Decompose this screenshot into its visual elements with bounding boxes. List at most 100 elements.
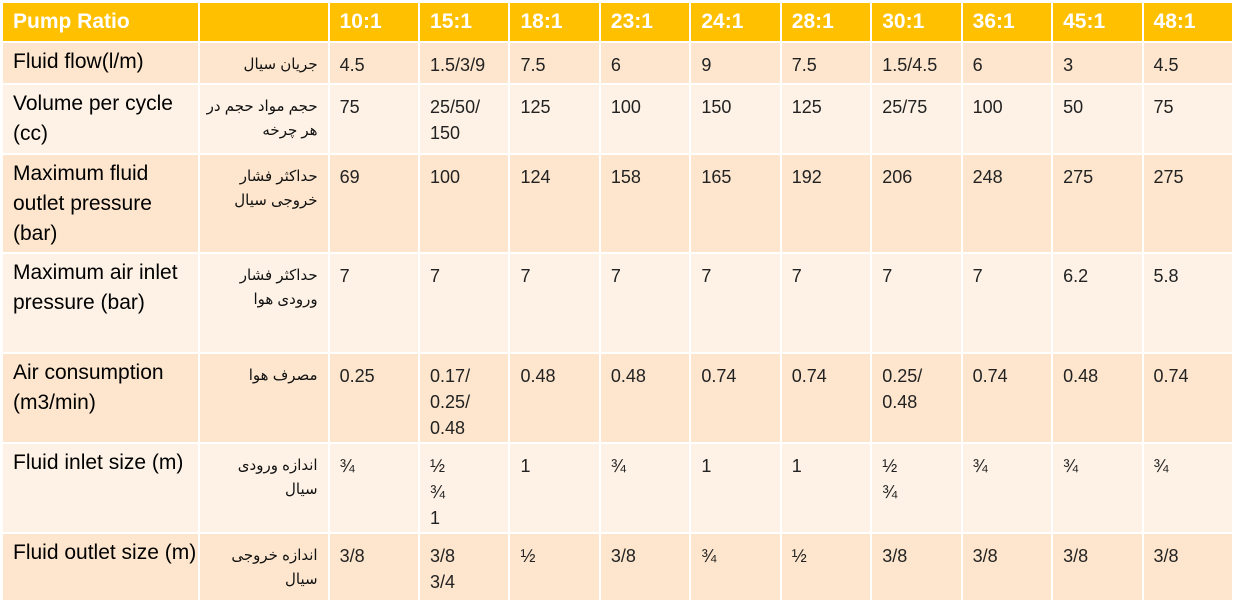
table-cell: ¾ bbox=[600, 444, 690, 532]
row-label-persian: اندازه خروجی سیال bbox=[199, 534, 328, 600]
row-label: Air consumption (m3/min) bbox=[3, 354, 198, 442]
row-label-persian: حداکثر فشار خروجی سیال bbox=[199, 155, 328, 252]
table-row: Fluid outlet size (m) اندازه خروجی سیال … bbox=[3, 534, 1232, 600]
table-cell: 0.74 bbox=[781, 354, 871, 442]
table-cell: 1 bbox=[510, 444, 599, 532]
table-cell: 0.25/ 0.48 bbox=[872, 354, 961, 442]
table-cell: 7 bbox=[781, 254, 871, 352]
ratio-header: 45:1 bbox=[1053, 3, 1142, 41]
row-label: Maximum air inlet pressure (bar) bbox=[3, 254, 198, 352]
table-cell: 7 bbox=[872, 254, 961, 352]
ratio-header: 30:1 bbox=[872, 3, 961, 41]
table-row: Fluid inlet size (m) اندازه ورودی سیال ¾… bbox=[3, 444, 1232, 532]
table-cell: 7.5 bbox=[510, 43, 599, 83]
table-cell: 3/8 bbox=[1143, 534, 1232, 600]
table-cell: ½ bbox=[781, 534, 871, 600]
table-cell: 9 bbox=[691, 43, 780, 83]
table-cell: 25/50/ 150 bbox=[420, 85, 509, 153]
table-cell: 100 bbox=[962, 85, 1052, 153]
table-cell: 3/8 3/4 bbox=[420, 534, 509, 600]
table-cell: 1.5/4.5 bbox=[872, 43, 961, 83]
table-cell: 7 bbox=[420, 254, 509, 352]
row-label-persian: جریان سیال bbox=[199, 43, 328, 83]
table-cell: 158 bbox=[600, 155, 690, 252]
table-cell: 3/8 bbox=[600, 534, 690, 600]
table-cell: ½ ¾ 1 bbox=[420, 444, 509, 532]
table-cell: 150 bbox=[691, 85, 780, 153]
table-cell: ¾ bbox=[329, 444, 419, 532]
table-cell: ¾ bbox=[1143, 444, 1232, 532]
ratio-header: 23:1 bbox=[600, 3, 690, 41]
table-cell: 6 bbox=[962, 43, 1052, 83]
table-cell: 4.5 bbox=[1143, 43, 1232, 83]
table-cell: 75 bbox=[329, 85, 419, 153]
table-cell: 0.48 bbox=[1053, 354, 1142, 442]
ratio-header: 24:1 bbox=[691, 3, 780, 41]
header-title: Pump Ratio bbox=[3, 3, 198, 41]
table-cell: 3/8 bbox=[872, 534, 961, 600]
table-cell: 7 bbox=[510, 254, 599, 352]
table-cell: ½ bbox=[510, 534, 599, 600]
table-cell: ¾ bbox=[962, 444, 1052, 532]
table-cell: 0.48 bbox=[510, 354, 599, 442]
table-cell: 1.5/3/9 bbox=[420, 43, 509, 83]
row-label: Fluid outlet size (m) bbox=[3, 534, 198, 600]
table-row: Fluid flow(l/m) جریان سیال 4.5 1.5/3/9 7… bbox=[3, 43, 1232, 83]
ratio-header: 28:1 bbox=[781, 3, 871, 41]
table-cell: 100 bbox=[420, 155, 509, 252]
ratio-header: 15:1 bbox=[420, 3, 509, 41]
table-cell: 7 bbox=[329, 254, 419, 352]
table-cell: 3/8 bbox=[1053, 534, 1142, 600]
table-cell: 1 bbox=[691, 444, 780, 532]
table-cell: 1 bbox=[781, 444, 871, 532]
table-cell: 6.2 bbox=[1053, 254, 1142, 352]
row-label-persian: حجم مواد حجم در هر چرخه bbox=[199, 85, 328, 153]
table-cell: 5.8 bbox=[1143, 254, 1232, 352]
table-cell: 0.17/ 0.25/ 0.48 bbox=[420, 354, 509, 442]
table-cell: 275 bbox=[1143, 155, 1232, 252]
table-cell: 192 bbox=[781, 155, 871, 252]
table-cell: 7 bbox=[962, 254, 1052, 352]
table-cell: 0.74 bbox=[1143, 354, 1232, 442]
table-row: Maximum fluid outlet pressure (bar) حداک… bbox=[3, 155, 1232, 252]
row-label-persian: مصرف هوا bbox=[199, 354, 328, 442]
table-cell: 165 bbox=[691, 155, 780, 252]
table-row: Air consumption (m3/min) مصرف هوا 0.25 0… bbox=[3, 354, 1232, 442]
table-cell: 7 bbox=[691, 254, 780, 352]
table-cell: 25/75 bbox=[872, 85, 961, 153]
row-label: Volume per cycle (cc) bbox=[3, 85, 198, 153]
row-label: Maximum fluid outlet pressure (bar) bbox=[3, 155, 198, 252]
table-cell: 3 bbox=[1053, 43, 1142, 83]
table-cell: 3/8 bbox=[962, 534, 1052, 600]
row-label-persian: حداکثر فشار ورودی هوا bbox=[199, 254, 328, 352]
table-cell: 7.5 bbox=[781, 43, 871, 83]
table-cell: ½ ¾ bbox=[872, 444, 961, 532]
table-cell: 0.48 bbox=[600, 354, 690, 442]
table-cell: 7 bbox=[600, 254, 690, 352]
table-cell: ¾ bbox=[691, 534, 780, 600]
row-label: Fluid inlet size (m) bbox=[3, 444, 198, 532]
table-cell: 0.74 bbox=[962, 354, 1052, 442]
table-cell: 3/8 bbox=[329, 534, 419, 600]
table-cell: 4.5 bbox=[329, 43, 419, 83]
table-cell: 0.25 bbox=[329, 354, 419, 442]
ratio-header: 36:1 bbox=[962, 3, 1052, 41]
table-cell: 100 bbox=[600, 85, 690, 153]
table-cell: 0.74 bbox=[691, 354, 780, 442]
table-cell: 206 bbox=[872, 155, 961, 252]
table-cell: 50 bbox=[1053, 85, 1142, 153]
header-row: Pump Ratio 10:1 15:1 18:1 23:1 24:1 28:1… bbox=[3, 3, 1232, 41]
table-cell: 124 bbox=[510, 155, 599, 252]
ratio-header: 18:1 bbox=[510, 3, 599, 41]
table-cell: 125 bbox=[781, 85, 871, 153]
header-blank-cell bbox=[199, 3, 328, 41]
table-cell: 69 bbox=[329, 155, 419, 252]
table-row: Maximum air inlet pressure (bar) حداکثر … bbox=[3, 254, 1232, 352]
table-cell: 248 bbox=[962, 155, 1052, 252]
ratio-header: 10:1 bbox=[329, 3, 419, 41]
table-row: Volume per cycle (cc) حجم مواد حجم در هر… bbox=[3, 85, 1232, 153]
table-cell: 125 bbox=[510, 85, 599, 153]
table-cell: 75 bbox=[1143, 85, 1232, 153]
table-cell: 275 bbox=[1053, 155, 1142, 252]
